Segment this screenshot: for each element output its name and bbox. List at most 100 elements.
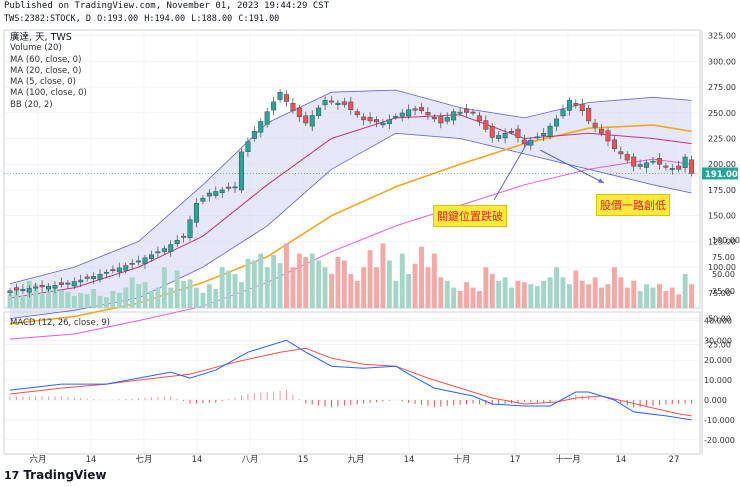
- volume-bar: [599, 287, 604, 308]
- price-tick-label: 175.00: [708, 186, 736, 195]
- macd-signal-line: [9, 347, 692, 417]
- candle-down: [341, 101, 347, 105]
- candle-up: [316, 107, 322, 116]
- volume-bar: [386, 260, 392, 308]
- last-price-tag: [702, 167, 738, 180]
- legend-symbol[interactable]: 廣達, 天, TWS: [10, 32, 72, 43]
- last-price-label: 191.00: [705, 170, 738, 180]
- volume-bar: [534, 286, 540, 308]
- volume-bar: [71, 295, 77, 308]
- candle-down: [354, 111, 360, 116]
- volume-bar: [354, 280, 360, 308]
- volume-bar: [367, 250, 373, 308]
- candle-down: [367, 117, 373, 122]
- candle-down: [470, 111, 476, 114]
- volume-bar: [33, 284, 39, 308]
- volume-bar: [412, 263, 418, 308]
- candle-up: [457, 111, 463, 114]
- volume-bar: [618, 277, 624, 308]
- candle-down: [361, 116, 367, 121]
- volume-bar: [200, 293, 206, 308]
- candle-up: [502, 133, 508, 139]
- legend-bb[interactable]: BB (20, 2): [10, 99, 53, 110]
- indicator-legend: 廣達, 天, TWS Volume (20) MA (60, close, 0)…: [10, 32, 87, 111]
- tradingview-footer[interactable]: 17 TradingView: [4, 468, 106, 482]
- high-value: H:194.00: [144, 14, 186, 24]
- volume-bar: [425, 267, 431, 308]
- legend-macd[interactable]: MACD (12, 26, close, 9): [10, 318, 110, 328]
- legend-ma60[interactable]: MA (60, close, 0): [10, 54, 82, 65]
- volume-bar: [245, 259, 251, 308]
- macd-tick-label: -20.000: [704, 436, 735, 445]
- candle-up: [386, 119, 392, 125]
- volume-bar: [187, 279, 193, 308]
- candle-up: [322, 100, 328, 106]
- volume-bar: [399, 253, 405, 308]
- candle-down: [110, 269, 116, 271]
- candle-down: [84, 276, 90, 279]
- volume-bar: [129, 277, 135, 308]
- candle-down: [39, 284, 45, 288]
- legend-ma20[interactable]: MA (20, close, 0): [10, 65, 82, 76]
- candle-down: [33, 286, 39, 289]
- volume-bar: [226, 270, 232, 308]
- volume-bar: [457, 291, 463, 308]
- volume-bar: [586, 284, 592, 308]
- time-tick-label: 27: [669, 455, 680, 465]
- time-tick-label: 14: [404, 455, 415, 465]
- candle-down: [663, 165, 669, 168]
- ma100-line: [9, 158, 692, 340]
- volume-bar: [91, 289, 96, 308]
- candle-down: [586, 107, 592, 122]
- legend-ma5[interactable]: MA (5, close, 0): [10, 77, 76, 88]
- volume-bar: [271, 255, 277, 308]
- volume-bar: [181, 280, 187, 308]
- candle-up: [637, 164, 643, 167]
- volume-tick-label: 100.00: [712, 236, 740, 245]
- candle-up: [451, 111, 457, 121]
- candle-up: [193, 203, 199, 223]
- volume-bar: [612, 267, 617, 308]
- volume-bar: [277, 263, 283, 308]
- candle-up: [161, 248, 167, 252]
- price-tick-label: 225.00: [708, 134, 736, 143]
- volume-bar: [438, 277, 444, 308]
- legend-ma100[interactable]: MA (100, close, 0): [10, 88, 87, 99]
- open-value: O:193.00: [97, 14, 139, 24]
- volume-bar: [341, 260, 347, 308]
- volume-bar: [161, 267, 167, 308]
- volume-bar: [554, 267, 559, 308]
- candle-up: [219, 189, 225, 194]
- time-tick-label: 六月: [29, 454, 46, 465]
- legend-volume[interactable]: Volume (20): [10, 43, 62, 54]
- candle-up: [528, 139, 534, 146]
- published-banner: Published on TradingView.com, November 0…: [4, 1, 330, 11]
- bollinger-upper-line: [9, 89, 692, 284]
- candle-up: [566, 100, 572, 111]
- candle-up: [258, 121, 264, 133]
- volume-bar: [65, 291, 71, 308]
- bollinger-band-fill: [10, 90, 692, 319]
- volume-bar: [361, 267, 367, 308]
- candle-down: [290, 102, 296, 111]
- volume-bar: [380, 243, 386, 308]
- candle-up: [7, 290, 13, 294]
- candle-up: [393, 116, 399, 118]
- candle-up: [155, 251, 161, 254]
- volume-bar: [194, 287, 199, 308]
- candle-up: [65, 282, 71, 285]
- volume-bar: [521, 282, 527, 308]
- time-tick-label: 17: [510, 455, 521, 465]
- volume-bar: [573, 270, 579, 308]
- time-tick-label: 十一月: [555, 454, 581, 465]
- volume-bar: [97, 295, 103, 308]
- candle-down: [129, 262, 135, 265]
- candle-down: [489, 125, 495, 138]
- candle-up: [682, 156, 688, 168]
- candle-up: [669, 168, 675, 170]
- volume-bar: [489, 274, 495, 308]
- volume-bar: [296, 253, 302, 308]
- volume-bar: [59, 290, 64, 308]
- macd-tick-label: 10.000: [704, 376, 732, 385]
